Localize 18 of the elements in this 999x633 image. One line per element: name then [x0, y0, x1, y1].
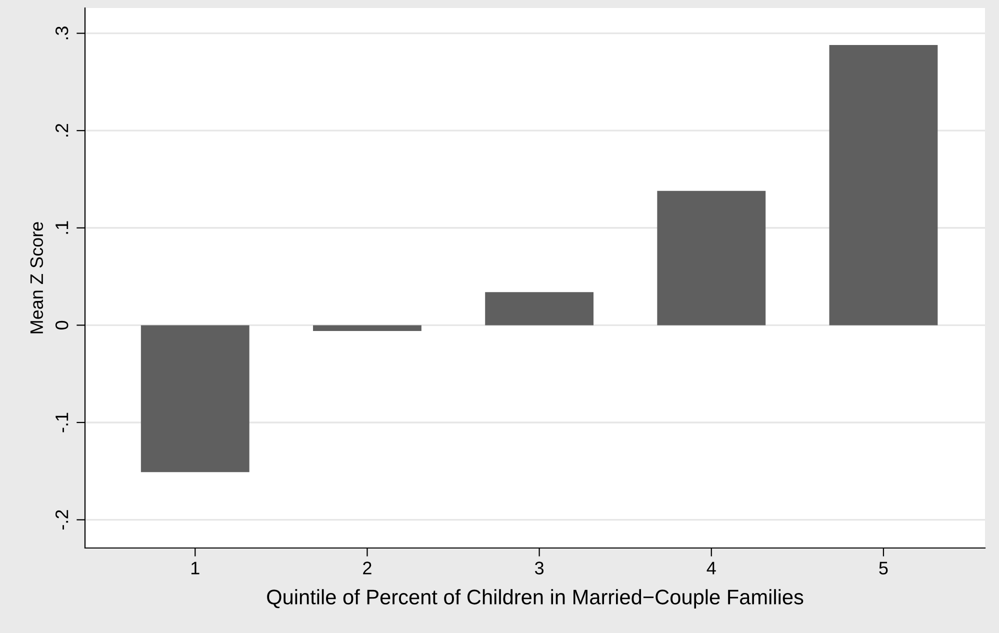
bar: [313, 325, 422, 332]
y-axis-title: Mean Z Score: [30, 222, 44, 334]
x-tick-label: 5: [879, 562, 888, 574]
x-axis-title: Quintile of Percent of Children in Married−Couple Families: [267, 589, 804, 609]
bar: [485, 292, 594, 326]
bar: [657, 190, 766, 326]
x-tick-label: 3: [534, 562, 544, 574]
bar: [140, 325, 250, 472]
bar: [829, 44, 938, 326]
y-tick-label: 0: [55, 320, 68, 330]
y-tick-label: .2: [55, 124, 68, 136]
x-tick-label: 4: [706, 562, 716, 574]
x-tick-label: 1: [191, 562, 200, 574]
y-tick-label: -.1: [56, 412, 68, 432]
y-tick-label: .1: [56, 221, 68, 234]
y-tick-label: .3: [55, 26, 68, 40]
x-tick-label: 2: [363, 562, 372, 574]
y-tick-label: -.2: [55, 510, 68, 530]
